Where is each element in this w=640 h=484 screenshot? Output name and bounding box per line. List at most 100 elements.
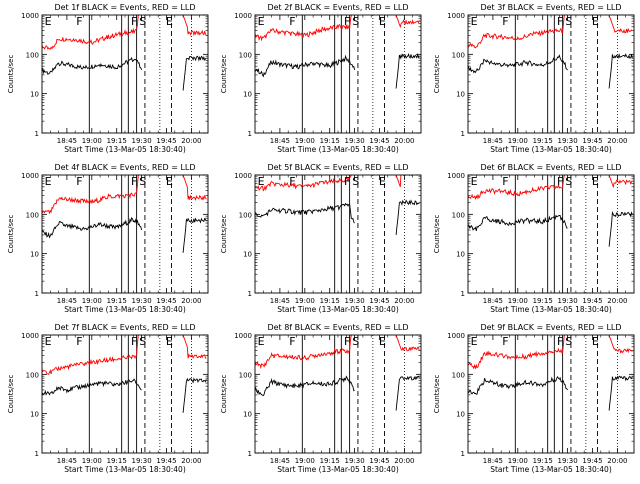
detector-panel: Det 5f BLACK = Events, RED = LLD Counts/s…: [213, 160, 426, 320]
panel-chart: Det 5f BLACK = Events, RED = LLD Counts/s…: [220, 163, 422, 314]
detector-panel: Det 7f BLACK = Events, RED = LLD Counts/s…: [0, 320, 213, 480]
events-series-line-late: [395, 199, 420, 235]
interval-marker-label: S: [139, 15, 146, 28]
y-tick-label: 1000: [234, 12, 252, 20]
events-series-line-late: [608, 52, 633, 89]
x-tick-label: 19:00: [82, 297, 102, 305]
lld-series-line-late: [182, 15, 207, 37]
x-tick-label: 18:45: [483, 297, 503, 305]
lld-series-line: [468, 335, 565, 370]
y-axis-label: Counts/sec: [220, 215, 228, 254]
x-tick-label: 19:30: [345, 457, 365, 465]
interval-marker-label: S: [139, 175, 146, 188]
interval-marker-label: E: [471, 335, 478, 348]
y-tick-label: 100: [26, 371, 39, 379]
panel-chart: Det 3f BLACK = Events, RED = LLD Counts/s…: [433, 3, 635, 154]
x-tick-label: 19:15: [533, 457, 553, 465]
events-series-line-late: [182, 217, 207, 253]
lld-series-line: [468, 15, 565, 49]
y-tick-label: 10: [243, 91, 252, 99]
chart-title: Det 7f BLACK = Events, RED = LLD: [54, 323, 195, 332]
events-series-line-late: [608, 375, 633, 411]
x-tick-label: 19:45: [582, 137, 602, 145]
chart-title: Det 5f BLACK = Events, RED = LLD: [267, 163, 408, 172]
events-series-line: [42, 56, 143, 75]
x-tick-label: 20:00: [607, 297, 627, 305]
interval-marker-label: F: [289, 15, 295, 28]
interval-marker-label: F: [131, 15, 137, 28]
interval-marker-label: F: [557, 175, 563, 188]
x-tick-label: 19:45: [156, 137, 176, 145]
y-tick-label: 1000: [447, 332, 465, 340]
x-tick-label: 18:45: [483, 137, 503, 145]
events-series-line: [255, 202, 355, 224]
y-axis-label: Counts/sec: [220, 55, 228, 94]
x-tick-label: 20:00: [181, 297, 201, 305]
panel-chart: Det 7f BLACK = Events, RED = LLD Counts/s…: [7, 323, 209, 474]
events-series-line: [468, 375, 568, 395]
interval-marker-label: F: [131, 175, 137, 188]
lld-series-line-late: [608, 335, 633, 354]
events-series-line: [255, 375, 355, 397]
interval-marker-label: E: [379, 15, 386, 28]
panel-chart: Det 8f BLACK = Events, RED = LLD Counts/s…: [220, 323, 422, 474]
events-series-line: [468, 214, 568, 232]
interval-marker-label: E: [379, 335, 386, 348]
detector-panel: Det 4f BLACK = Events, RED = LLD Counts/s…: [0, 160, 213, 320]
x-tick-label: 19:30: [132, 457, 152, 465]
detector-panel: Det 2f BLACK = Events, RED = LLD Counts/s…: [213, 0, 426, 160]
y-tick-label: 100: [452, 371, 465, 379]
plot-area: [468, 335, 633, 453]
x-tick-label: 19:15: [320, 457, 340, 465]
y-tick-label: 1000: [21, 12, 39, 20]
x-tick-label: 19:45: [156, 457, 176, 465]
interval-marker-label: S: [352, 175, 359, 188]
x-tick-label: 18:45: [57, 297, 77, 305]
interval-marker-label: F: [502, 15, 508, 28]
interval-marker-label: S: [352, 335, 359, 348]
x-axis-label: Start Time (13-Mar-05 18:30:40): [277, 465, 399, 474]
plot-frame: [467, 14, 635, 134]
detector-panel: Det 9f BLACK = Events, RED = LLD Counts/s…: [426, 320, 639, 480]
x-tick-label: 19:30: [558, 457, 578, 465]
x-tick-label: 19:30: [345, 137, 365, 145]
y-tick-label: 10: [30, 91, 39, 99]
lld-series-line: [255, 335, 352, 370]
y-axis-label: Counts/sec: [433, 55, 441, 94]
events-series-line-late: [395, 375, 420, 411]
y-tick-label: 10: [30, 411, 39, 419]
plot-area: [255, 175, 420, 293]
y-tick-label: 10: [456, 251, 465, 259]
detector-panel: Det 8f BLACK = Events, RED = LLD Counts/s…: [213, 320, 426, 480]
interval-marker-label: E: [166, 175, 173, 188]
y-tick-label: 10: [243, 411, 252, 419]
y-tick-label: 10: [30, 251, 39, 259]
x-tick-label: 20:00: [394, 457, 414, 465]
x-tick-label: 19:15: [107, 297, 127, 305]
interval-marker-label: F: [289, 335, 295, 348]
interval-marker-label: E: [592, 335, 599, 348]
plot-frame: [467, 174, 635, 294]
y-tick-label: 1: [248, 290, 252, 298]
lld-series-line: [255, 15, 352, 42]
interval-marker-label: E: [45, 15, 52, 28]
lld-series-line: [468, 175, 565, 201]
lld-series-line-late: [182, 335, 207, 359]
x-tick-label: 20:00: [181, 137, 201, 145]
interval-marker-label: E: [258, 175, 265, 188]
plot-frame: [41, 334, 209, 454]
detector-panel: Det 1f BLACK = Events, RED = LLD Counts/s…: [0, 0, 213, 160]
interval-marker-label: F: [502, 175, 508, 188]
interval-marker-label: F: [557, 15, 563, 28]
plot-area: [468, 175, 633, 293]
x-tick-label: 19:45: [369, 457, 389, 465]
x-tick-label: 18:45: [57, 457, 77, 465]
y-tick-label: 1000: [447, 172, 465, 180]
interval-marker-label: E: [471, 15, 478, 28]
plot-frame: [467, 334, 635, 454]
plot-area: [255, 15, 420, 133]
x-tick-label: 19:45: [582, 457, 602, 465]
x-tick-label: 19:30: [558, 297, 578, 305]
y-tick-label: 1: [248, 450, 252, 458]
lld-series-line-late: [395, 15, 420, 29]
